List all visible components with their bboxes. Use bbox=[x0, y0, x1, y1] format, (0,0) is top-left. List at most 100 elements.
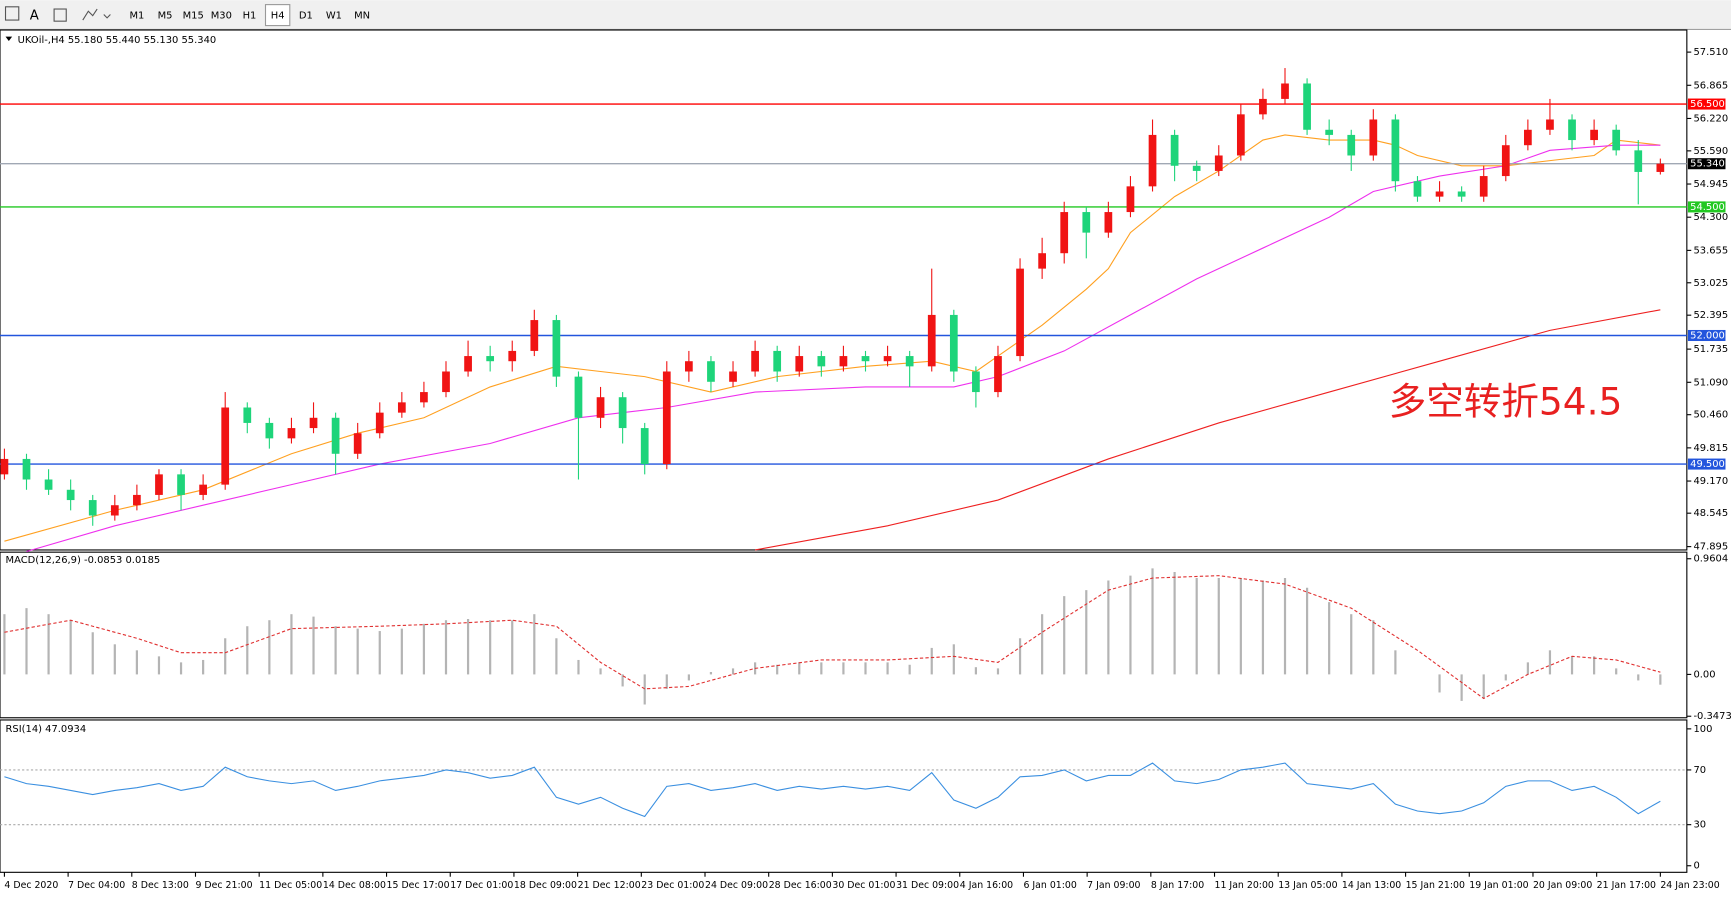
macd-signal bbox=[4, 575, 1661, 700]
x-tick-label: 30 Dec 01:00 bbox=[832, 880, 895, 891]
label-tool[interactable] bbox=[53, 8, 67, 22]
candle-body bbox=[905, 356, 914, 367]
candle-body bbox=[817, 356, 826, 367]
y-tick-label: 54.300 bbox=[1693, 212, 1728, 223]
macd-title: MACD(12,26,9) -0.0853 0.0185 bbox=[6, 555, 161, 566]
timeframe-button[interactable]: W1 bbox=[326, 11, 342, 22]
candle-body bbox=[949, 314, 958, 372]
rsi-title: RSI(14) 47.0934 bbox=[6, 724, 87, 735]
x-tick-label: 15 Jan 21:00 bbox=[1406, 880, 1465, 891]
timeframe-button[interactable]: H1 bbox=[243, 11, 257, 22]
candle-body bbox=[1590, 129, 1598, 141]
candle-body bbox=[972, 371, 980, 393]
shapes-tool[interactable] bbox=[82, 8, 111, 21]
candle-body bbox=[1060, 212, 1069, 254]
candle-body bbox=[685, 361, 693, 372]
timeframe-button[interactable]: M15 bbox=[183, 11, 204, 22]
level-label-box bbox=[1687, 201, 1726, 213]
candle-body bbox=[155, 474, 163, 495]
y-tick-label: 52.395 bbox=[1693, 310, 1728, 321]
x-tick-label: 8 Dec 13:00 bbox=[132, 880, 189, 891]
y-tick-label: 0.9604 bbox=[1693, 554, 1728, 565]
x-tick-label: 4 Dec 2020 bbox=[4, 880, 58, 891]
timeframe-button[interactable]: H4 bbox=[271, 11, 285, 22]
timeframe-button[interactable]: M30 bbox=[211, 11, 232, 22]
active-timeframe bbox=[264, 4, 291, 27]
y-tick-label: 0.00 bbox=[1693, 669, 1715, 680]
candle-body bbox=[66, 489, 75, 501]
timeframe-button[interactable]: M1 bbox=[129, 11, 144, 22]
candle-body bbox=[1236, 114, 1245, 156]
crosshair-icon[interactable] bbox=[4, 6, 20, 21]
level-label-box bbox=[1687, 458, 1726, 470]
timeframe-button[interactable]: D1 bbox=[299, 11, 313, 22]
candle-body bbox=[596, 397, 605, 418]
candle-body bbox=[133, 494, 141, 506]
candle-body bbox=[1479, 176, 1488, 197]
text-tool[interactable]: A bbox=[30, 9, 39, 24]
x-tick-label: 6 Jan 01:00 bbox=[1023, 880, 1076, 891]
x-tick-label: 11 Jan 20:00 bbox=[1215, 880, 1274, 891]
candle-body bbox=[464, 356, 472, 372]
candle-body bbox=[243, 407, 252, 423]
candle-body bbox=[110, 505, 119, 516]
candle-body bbox=[640, 428, 649, 465]
candle-body bbox=[1391, 119, 1400, 182]
rsi-panel bbox=[0, 719, 1688, 873]
candle-body bbox=[309, 417, 318, 429]
level-label: 49.500 bbox=[1690, 459, 1725, 470]
x-tick-label: 23 Dec 01:00 bbox=[641, 880, 704, 891]
candle-body bbox=[221, 407, 230, 485]
y-tick-label: -0.3473 bbox=[1693, 711, 1731, 722]
candle-body bbox=[994, 356, 1002, 393]
candle-body bbox=[1214, 155, 1223, 171]
candle-body bbox=[1435, 191, 1444, 197]
candle-body bbox=[1148, 134, 1157, 187]
candle-body bbox=[1612, 129, 1621, 151]
moving-average bbox=[4, 134, 1661, 542]
y-tick-label: 51.735 bbox=[1693, 344, 1728, 355]
candle-body bbox=[1524, 129, 1532, 146]
x-tick-label: 24 Jan 23:00 bbox=[1660, 880, 1719, 891]
candle-body bbox=[751, 350, 759, 372]
candle-body bbox=[442, 371, 450, 393]
level-label: 52.000 bbox=[1690, 330, 1725, 341]
candle-body bbox=[1568, 119, 1576, 141]
candle-body bbox=[199, 484, 207, 495]
x-tick-label: 11 Dec 05:00 bbox=[259, 880, 322, 891]
x-tick-label: 31 Dec 09:00 bbox=[896, 880, 959, 891]
symbol-title: UKOil-,H4 55.180 55.440 55.130 55.340 bbox=[18, 35, 217, 46]
y-tick-label: 53.655 bbox=[1693, 245, 1728, 256]
candle-body bbox=[839, 356, 848, 367]
x-tick-label: 14 Dec 08:00 bbox=[323, 880, 386, 891]
x-tick-label: 24 Dec 09:00 bbox=[705, 880, 768, 891]
candle-body bbox=[1634, 150, 1643, 172]
candle-body bbox=[88, 500, 97, 516]
x-tick-label: 7 Jan 09:00 bbox=[1087, 880, 1140, 891]
level-label-box bbox=[1687, 329, 1726, 342]
y-tick-label: 50.460 bbox=[1693, 410, 1728, 421]
candle-body bbox=[552, 320, 561, 377]
candle-body bbox=[574, 376, 583, 418]
x-tick-label: 8 Jan 17:00 bbox=[1151, 880, 1204, 891]
candle-body bbox=[1104, 212, 1113, 233]
x-tick-label: 9 Dec 21:00 bbox=[195, 880, 252, 891]
timeframe-button[interactable]: M5 bbox=[158, 11, 173, 22]
moving-average bbox=[755, 309, 1661, 551]
candle-body bbox=[1656, 163, 1665, 172]
symbol-arrow bbox=[5, 36, 13, 42]
level-label: 54.500 bbox=[1690, 202, 1725, 213]
y-tick-label: 47.895 bbox=[1693, 542, 1728, 553]
x-tick-label: 4 Jan 16:00 bbox=[960, 880, 1013, 891]
x-tick-label: 20 Jan 09:00 bbox=[1533, 880, 1592, 891]
candle-body bbox=[1413, 181, 1422, 197]
rsi-line bbox=[4, 762, 1661, 818]
candle-body bbox=[486, 356, 495, 362]
candle-body bbox=[1170, 134, 1179, 166]
timeframe-button[interactable]: MN bbox=[354, 11, 370, 22]
x-tick-label: 13 Jan 05:00 bbox=[1278, 880, 1337, 891]
candle-body bbox=[420, 392, 428, 403]
candle-body bbox=[1546, 119, 1554, 130]
candle-body bbox=[861, 356, 870, 362]
